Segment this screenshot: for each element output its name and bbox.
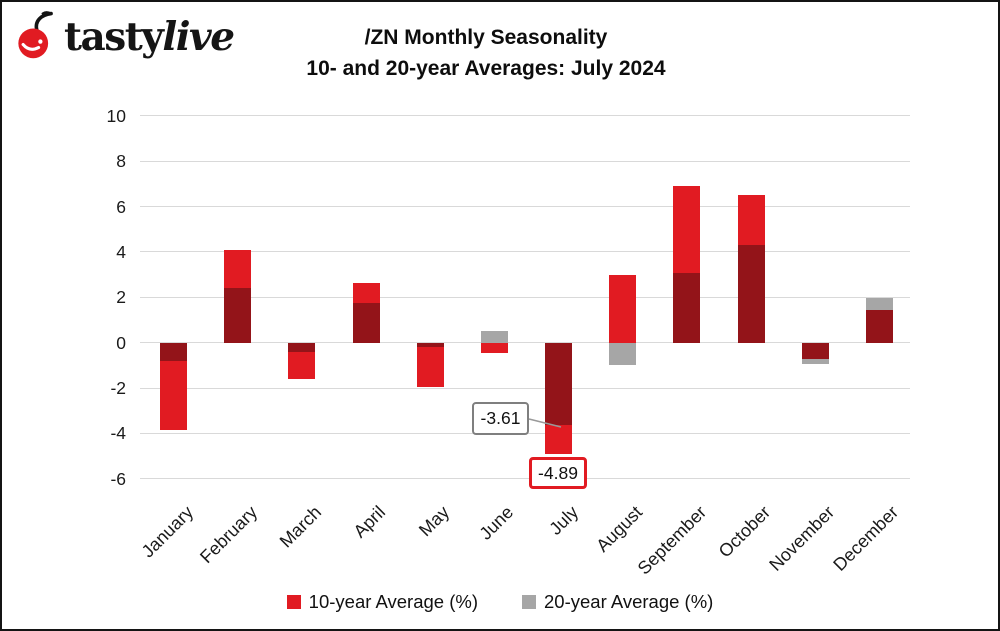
bar-segment-may bbox=[416, 347, 444, 387]
tastylive-logo: tastylive bbox=[16, 10, 235, 60]
x-axis-label-may: May bbox=[415, 502, 454, 541]
y-axis-tick-label: -2 bbox=[110, 378, 126, 399]
bar-segment-july bbox=[545, 342, 573, 425]
bar-segment-march bbox=[288, 351, 316, 379]
legend-swatch-10yr-icon bbox=[286, 595, 301, 609]
bar-segment-may bbox=[416, 342, 444, 348]
x-axis-label-june: June bbox=[475, 502, 518, 544]
y-axis-tick-label: 8 bbox=[116, 151, 126, 172]
bar-segment-august bbox=[609, 342, 637, 366]
bar-segment-january bbox=[160, 360, 188, 431]
legend-swatch-20yr-icon bbox=[522, 595, 536, 609]
y-axis-tick-label: 0 bbox=[116, 332, 126, 353]
legend-label-20yr: 20-year Average (%) bbox=[544, 591, 714, 612]
x-axis-label-october: October bbox=[714, 502, 775, 562]
gridline-y--2 bbox=[140, 387, 910, 389]
bar-segment-january bbox=[160, 342, 188, 361]
bar-segment-february bbox=[224, 249, 252, 289]
bar-segment-june bbox=[480, 342, 508, 353]
gridline-y-4 bbox=[140, 251, 910, 253]
annotation-20yr-july: -3.61 bbox=[472, 402, 529, 435]
cherry-icon bbox=[18, 11, 53, 59]
bar-segment-february bbox=[224, 288, 252, 343]
chart-title: /ZN Monthly Seasonality 10- and 20-year … bbox=[236, 22, 736, 84]
bar-segment-november bbox=[801, 358, 829, 365]
bar-segment-september bbox=[673, 186, 701, 274]
bar-segment-october bbox=[737, 195, 765, 246]
bar-segment-november bbox=[801, 342, 829, 359]
bar-segment-october bbox=[737, 245, 765, 343]
x-axis-label-august: August bbox=[592, 502, 646, 556]
bar-segment-june bbox=[480, 331, 508, 343]
x-axis-label-february: February bbox=[195, 502, 261, 568]
legend-label-10yr: 10-year Average (%) bbox=[308, 591, 478, 612]
y-axis-tick-label: 10 bbox=[106, 105, 126, 126]
x-axis-label-december: December bbox=[829, 502, 903, 575]
bar-segment-december bbox=[865, 298, 893, 310]
chart-title-line2: 10- and 20-year Averages: July 2024 bbox=[306, 57, 666, 80]
gridline-y-0 bbox=[140, 342, 910, 344]
y-axis-tick-label: -4 bbox=[110, 423, 126, 444]
gridline-y-10 bbox=[140, 115, 910, 117]
bar-segment-july bbox=[545, 424, 573, 454]
x-axis-label-january: January bbox=[137, 502, 197, 562]
y-axis-tick-label: 2 bbox=[116, 287, 126, 308]
gridline-y-8 bbox=[140, 160, 910, 162]
y-axis-tick-label: -6 bbox=[110, 468, 126, 489]
x-axis-label-september: September bbox=[633, 502, 711, 579]
chart-title-line1: /ZN Monthly Seasonality bbox=[364, 26, 608, 49]
bar-segment-april bbox=[352, 302, 380, 343]
x-axis-label-april: April bbox=[349, 502, 390, 542]
brand-live: live bbox=[162, 14, 235, 60]
gridline-y--6 bbox=[140, 478, 910, 480]
brand-tasty: tasty bbox=[64, 14, 164, 60]
bar-segment-august bbox=[609, 274, 637, 343]
bar-segment-march bbox=[288, 342, 316, 352]
brand-wordmark: tastylive bbox=[64, 14, 235, 60]
y-axis-tick-label: 6 bbox=[116, 196, 126, 217]
legend-item-20yr: 20-year Average (%) bbox=[522, 591, 713, 613]
x-axis-label-july: July bbox=[544, 502, 582, 539]
bar-segment-december bbox=[865, 309, 893, 343]
x-axis-label-march: March bbox=[275, 502, 326, 552]
bar-segment-september bbox=[673, 273, 701, 343]
annotation-leader-line bbox=[528, 418, 562, 428]
bar-segment-april bbox=[352, 282, 380, 303]
gridline-y-2 bbox=[140, 296, 910, 298]
legend-item-10yr: 10-year Average (%) bbox=[286, 591, 478, 613]
x-axis-label-november: November bbox=[765, 502, 839, 575]
y-axis-tick-label: 4 bbox=[116, 241, 126, 262]
annotation-10yr-july: -4.89 bbox=[529, 457, 587, 489]
legend: 10-year Average (%) 20-year Average (%) bbox=[2, 591, 998, 613]
gridline-y-6 bbox=[140, 206, 910, 208]
